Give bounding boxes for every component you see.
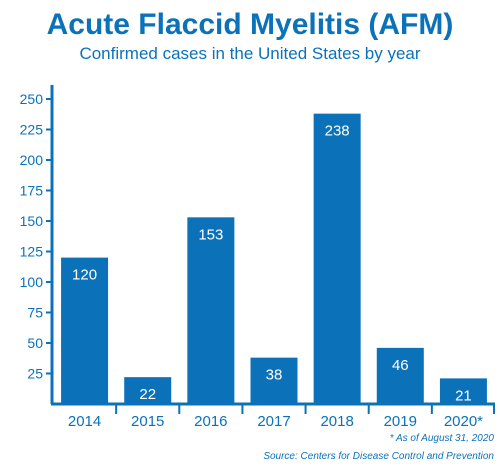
chart-subtitle: Confirmed cases in the United States by … <box>79 44 421 63</box>
x-tick-label: 2017 <box>257 413 290 430</box>
y-tick-label: 250 <box>20 91 44 107</box>
bar <box>439 378 487 404</box>
x-tick-label: 2015 <box>131 413 164 430</box>
chart-title: Acute Flaccid Myelitis (AFM) <box>46 8 454 41</box>
bar <box>187 217 235 404</box>
data-label: 238 <box>325 123 350 140</box>
y-tick-label: 175 <box>20 183 44 199</box>
data-label: 22 <box>139 386 156 403</box>
bar <box>313 113 361 404</box>
y-tick-label: 25 <box>27 366 43 382</box>
y-tick-label: 50 <box>27 335 43 351</box>
bar <box>250 357 298 404</box>
y-tick-label: 225 <box>20 122 44 138</box>
x-tick-label: 2019 <box>384 413 417 430</box>
y-tick-label: 125 <box>20 244 44 260</box>
data-label: 120 <box>72 267 97 284</box>
data-label: 21 <box>455 387 472 404</box>
y-tick-label: 75 <box>27 305 43 321</box>
x-tick-label: 2014 <box>68 413 101 430</box>
y-tick-label: 200 <box>20 152 44 168</box>
y-tick-label: 150 <box>20 213 44 229</box>
data-label: 46 <box>392 357 409 374</box>
x-tick-label: 2016 <box>194 413 227 430</box>
bar <box>61 257 109 404</box>
data-label: 153 <box>198 226 223 243</box>
x-tick-label: 2020* <box>444 413 483 430</box>
bar <box>376 347 424 404</box>
data-label: 38 <box>266 367 283 384</box>
footnote: * As of August 31, 2020 <box>389 433 494 444</box>
x-tick-label: 2018 <box>320 413 353 430</box>
y-tick-label: 100 <box>20 274 44 290</box>
source-note: Source: Centers for Disease Control and … <box>263 451 494 462</box>
bar <box>124 377 172 404</box>
